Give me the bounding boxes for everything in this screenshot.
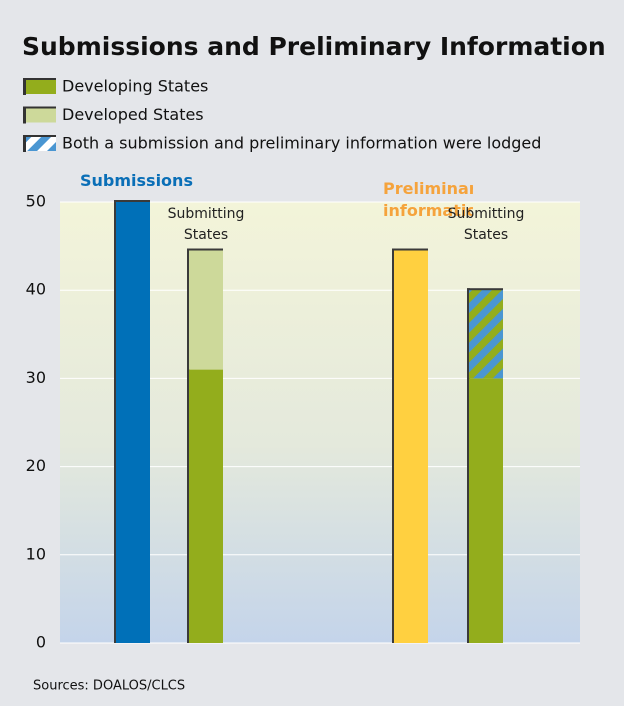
y-tick-label: 20 xyxy=(26,456,46,475)
bar-shadow xyxy=(392,248,395,643)
bar-shadow xyxy=(467,288,503,292)
legend-swatch-edge xyxy=(23,135,56,137)
bar-shadow xyxy=(187,248,223,252)
legend-swatch-edge xyxy=(23,78,56,80)
category-label-box: Submitting States xyxy=(167,206,245,243)
bar-shadow xyxy=(467,288,470,643)
legend-label: Both a submission and preliminary inform… xyxy=(62,134,541,153)
category-label-box: Preliminary information xyxy=(383,179,473,220)
bar-segment xyxy=(469,378,503,643)
legend-label: Developed States xyxy=(62,105,204,124)
category-label: Submissions xyxy=(80,171,193,190)
bar-segment xyxy=(469,290,503,379)
bar-shadow xyxy=(392,248,428,252)
bar-segment xyxy=(189,250,223,370)
bar-shadow xyxy=(187,248,190,643)
legend-label: Developing States xyxy=(62,77,208,96)
source: Sources: DOALOS/CLCS xyxy=(33,679,185,694)
bar-shadow xyxy=(114,200,150,203)
bar xyxy=(116,202,150,643)
y-tick-label: 50 xyxy=(26,192,46,211)
legend-swatch-edge xyxy=(23,79,26,95)
y-tick-label: 40 xyxy=(26,280,46,299)
legend-swatch xyxy=(25,79,56,94)
bar-segment xyxy=(189,369,223,643)
y-tick-label: 30 xyxy=(26,368,46,387)
chart-title: Submissions and Preliminary Information xyxy=(22,32,606,61)
category-label: Submitting States xyxy=(167,206,245,243)
bar-shadow xyxy=(114,200,117,643)
category-label: Preliminary information xyxy=(383,179,473,220)
bar xyxy=(394,250,428,643)
legend-swatch xyxy=(25,107,56,123)
category-label: Submitting States xyxy=(447,206,525,243)
y-tick-label: 0 xyxy=(36,633,46,652)
category-label-box: Submissions xyxy=(80,171,193,190)
legend-swatch-edge xyxy=(23,107,26,124)
legend-swatch-edge xyxy=(23,106,56,109)
category-label-box: Submitting States xyxy=(447,206,525,243)
y-tick-label: 10 xyxy=(26,544,46,563)
legend-swatch xyxy=(25,136,56,151)
legend-swatch-edge xyxy=(23,136,26,152)
